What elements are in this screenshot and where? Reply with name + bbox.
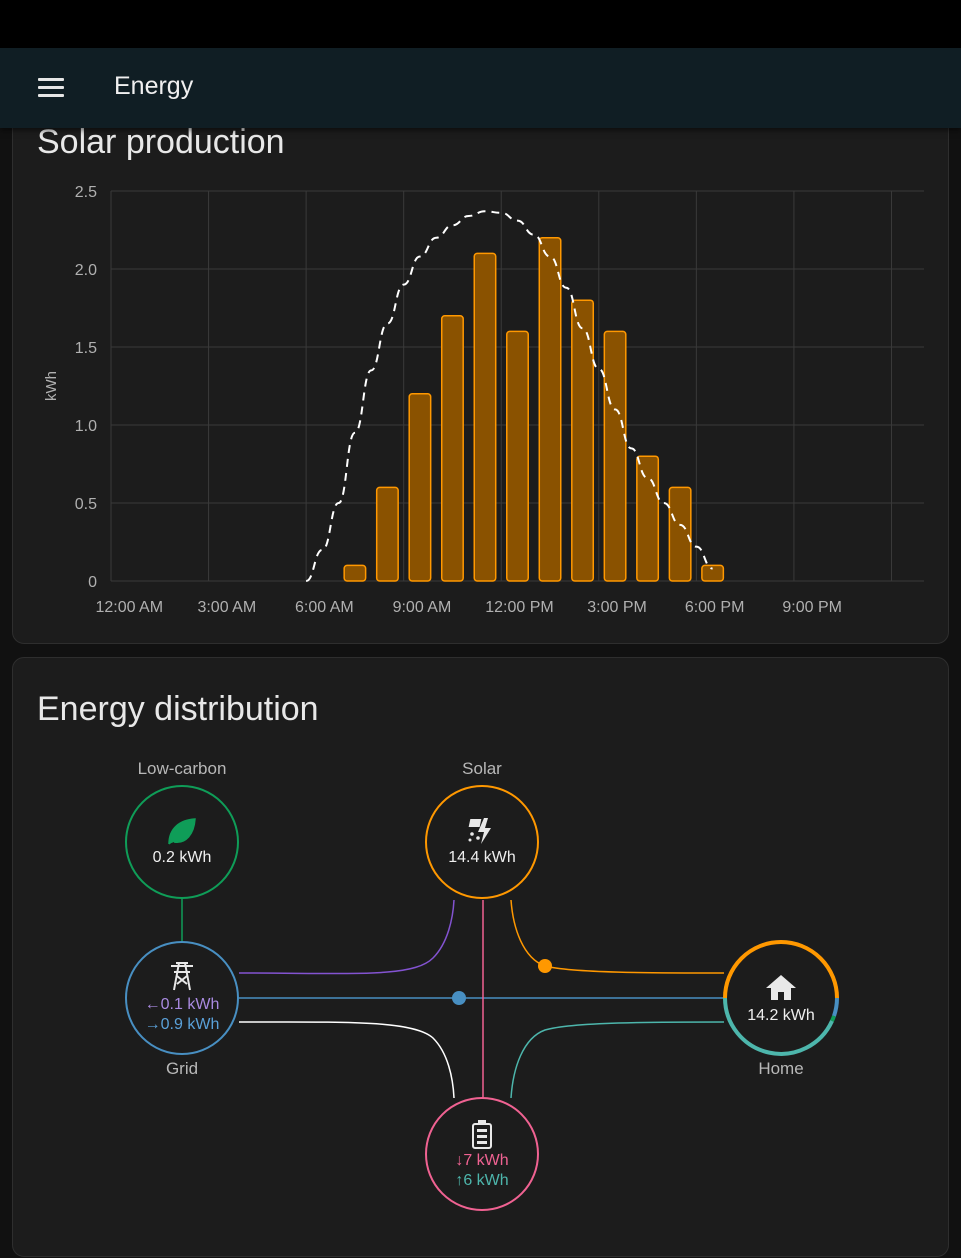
app-header: Energy <box>0 48 961 128</box>
x-tick-label: 9:00 AM <box>393 599 452 616</box>
grid-return-flow <box>238 899 455 975</box>
y-tick-label: 0 <box>88 574 97 591</box>
battery-in-arrow: ↓ <box>455 1152 464 1169</box>
solar-power-icon <box>468 818 491 844</box>
grid-battery-flow <box>238 1021 455 1099</box>
status-bar <box>0 0 961 48</box>
home-ring-solar <box>723 940 839 999</box>
y-tick-label: 2.5 <box>75 184 97 201</box>
solar-bar[interactable] <box>538 237 562 582</box>
home-label: Home <box>758 1059 804 1078</box>
home-ring-grid <box>832 997 839 1017</box>
x-tick-label: 6:00 AM <box>295 599 354 616</box>
x-tick-label: 3:00 PM <box>587 599 647 616</box>
battery-out-value: ↑6 kWh <box>422 1172 542 1190</box>
battery-in-value: ↓7 kWh <box>422 1152 542 1170</box>
x-tick-label: 6:00 PM <box>685 599 745 616</box>
home-icon <box>766 975 796 1000</box>
low-carbon-label: Low-carbon <box>137 759 227 778</box>
y-tick-label: 1.0 <box>75 418 97 435</box>
transmission-tower-icon <box>171 962 193 991</box>
solar-card-title: Solar production <box>37 123 285 161</box>
solar-production-chart: 0 0.5 1.0 1.5 2.0 2.5 12:00 AM 3:00 AM 6:00 AM 9:… <box>43 184 924 616</box>
distribution-card-title: Energy distribution <box>37 690 319 728</box>
battery-home-flow <box>510 1021 725 1099</box>
solar-bar[interactable] <box>473 252 497 582</box>
grid-to-text: 0.9 kWh <box>160 1016 220 1033</box>
grid-to-value: →0.9 kWh <box>122 1016 242 1034</box>
battery-out-text: 6 kWh <box>463 1172 509 1189</box>
battery-icon <box>472 1120 492 1149</box>
solar-bar[interactable] <box>408 393 432 582</box>
solar-label: Solar <box>462 759 502 778</box>
battery-in-text: 7 kWh <box>463 1152 509 1169</box>
x-tick-label: 9:00 PM <box>782 599 842 616</box>
energy-distribution-card: Energy distribution <box>12 657 949 1257</box>
battery-out-arrow: ↑ <box>455 1172 464 1189</box>
y-axis-label: kWh <box>43 371 60 401</box>
grid-from-arrow: ← <box>144 996 161 1013</box>
solar-value: 14.4 kWh <box>448 849 516 866</box>
x-tick-label: 3:00 AM <box>197 599 256 616</box>
y-tick-label: 2.0 <box>75 262 97 279</box>
grid-flow-dot <box>452 991 466 1005</box>
solar-bar[interactable] <box>603 330 627 582</box>
y-tick-label: 1.5 <box>75 340 97 357</box>
home-value: 14.2 kWh <box>747 1007 815 1024</box>
low-carbon-value: 0.2 kWh <box>152 849 212 866</box>
solar-bar[interactable] <box>343 564 367 582</box>
solar-flow-dot <box>538 959 552 973</box>
x-tick-label: 12:00 AM <box>95 599 163 616</box>
solar-bar[interactable] <box>375 486 399 582</box>
menu-icon[interactable] <box>26 63 76 113</box>
grid-from-value: ←0.1 kWh <box>122 996 242 1014</box>
x-tick-label: 12:00 PM <box>485 599 553 616</box>
page-title: Energy <box>114 72 194 100</box>
forecast-line <box>305 210 713 582</box>
leaf-icon <box>168 818 196 845</box>
solar-bar[interactable] <box>440 315 464 582</box>
solar-bar[interactable] <box>668 486 692 582</box>
grid-from-text: 0.1 kWh <box>160 996 220 1013</box>
solar-production-card: Solar production 0 0.5 1.0 1.5 2.0 2.5 12:00 A… <box>12 80 949 644</box>
grid-to-arrow: → <box>144 1016 161 1033</box>
solar-bar[interactable] <box>701 564 725 582</box>
y-tick-label: 0.5 <box>75 496 97 513</box>
distribution-diagram <box>125 785 839 1211</box>
home-ring-battery <box>723 997 834 1056</box>
grid-circle[interactable] <box>125 941 239 1055</box>
solar-bar[interactable] <box>506 330 529 582</box>
home-ring-low-carbon <box>830 1015 836 1022</box>
grid-label: Grid <box>165 1059 199 1078</box>
solar-bar[interactable] <box>571 299 595 582</box>
solar-bar[interactable] <box>636 455 660 582</box>
